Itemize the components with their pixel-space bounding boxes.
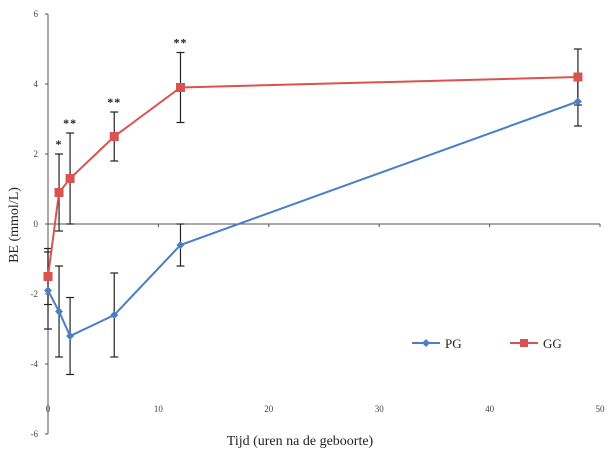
- x-tick-label: 30: [375, 404, 385, 414]
- series-line-gg: [48, 77, 578, 277]
- chart-axes: [48, 14, 600, 434]
- y-axis-title: BE (mmol/L): [7, 187, 22, 263]
- significance-label: **: [107, 95, 121, 109]
- y-tick-label: 6: [34, 9, 39, 19]
- legend: PG GG: [412, 336, 562, 351]
- point-pg: [44, 287, 52, 295]
- point-gg: [55, 188, 64, 197]
- chart-annotations: *******: [56, 36, 188, 152]
- point-gg: [44, 272, 53, 281]
- chart-error-bars: [44, 49, 582, 375]
- legend-label-gg: GG: [543, 336, 562, 351]
- x-tick-label: 20: [264, 404, 274, 414]
- chart-markers: [44, 73, 583, 341]
- legend-marker-pg: [422, 339, 430, 347]
- x-tick-label: 50: [596, 404, 606, 414]
- significance-label: **: [173, 36, 187, 50]
- y-tick-label: -4: [31, 359, 39, 369]
- y-tick-label: -2: [31, 289, 39, 299]
- chart-lines: [48, 77, 578, 336]
- point-gg: [110, 132, 119, 141]
- x-tick-label: 40: [485, 404, 495, 414]
- legend-marker-gg: [520, 339, 528, 347]
- y-tick-label: -6: [31, 429, 39, 439]
- y-tick-label: 4: [34, 79, 39, 89]
- significance-label: **: [63, 116, 77, 130]
- series-line-pg: [48, 102, 578, 337]
- significance-label: *: [56, 137, 63, 151]
- legend-label-pg: PG: [445, 336, 462, 351]
- point-gg: [66, 174, 75, 183]
- point-pg: [66, 332, 74, 340]
- point-gg: [573, 73, 582, 82]
- point-gg: [176, 83, 185, 92]
- y-tick-label: 2: [34, 149, 39, 159]
- x-tick-label: 0: [46, 404, 51, 414]
- x-tick-label: 10: [154, 404, 164, 414]
- point-pg: [55, 308, 63, 316]
- x-axis-title: Tijd (uren na de geboorte): [227, 434, 374, 449]
- y-tick-label: 0: [34, 219, 39, 229]
- point-pg: [574, 98, 582, 106]
